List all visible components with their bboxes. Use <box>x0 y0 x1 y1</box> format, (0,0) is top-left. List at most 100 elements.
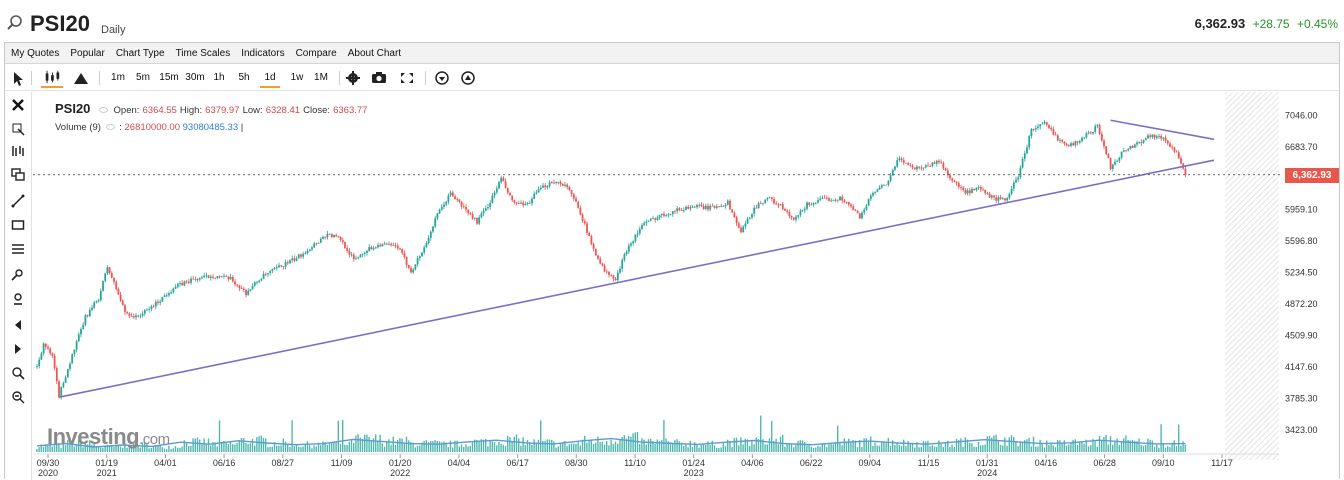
interval-5m[interactable]: 5m <box>136 72 150 83</box>
price-chart[interactable]: 7046.00 6683.70 5959.10 5596.80 5234.50 4872.… <box>33 92 1339 479</box>
volume-bar <box>731 446 733 452</box>
candle-body <box>504 181 507 188</box>
settings-gear-icon[interactable] <box>345 68 361 88</box>
brush-tool-icon[interactable] <box>11 292 25 306</box>
arrow-left-tool-icon[interactable] <box>11 318 25 332</box>
volume-bar <box>839 442 841 452</box>
fullscreen-icon[interactable] <box>399 68 415 88</box>
rectangle-tool-icon[interactable] <box>11 218 25 232</box>
candle-body <box>883 184 885 186</box>
candle-body <box>834 199 837 201</box>
candle-body <box>399 248 401 250</box>
menu-my-quotes[interactable]: My Quotes <box>11 47 60 59</box>
candle-body <box>465 207 467 210</box>
candle-body <box>803 208 806 211</box>
candle-body <box>352 254 355 260</box>
volume-bar <box>643 439 645 452</box>
candle-body <box>515 202 518 204</box>
volume-bar <box>894 445 896 452</box>
candle-body <box>561 184 564 186</box>
menu-popular[interactable]: Popular <box>70 47 105 59</box>
candle-body <box>1061 140 1064 142</box>
download-cloud-icon[interactable] <box>433 68 451 88</box>
candle-body <box>1006 198 1009 201</box>
volume-bar <box>324 442 326 452</box>
candle-body <box>454 196 456 200</box>
area-type-icon[interactable] <box>71 68 91 88</box>
candle-body <box>715 206 718 208</box>
volume-bar <box>210 445 212 452</box>
volume-bar <box>966 439 969 452</box>
arrow-right-tool-icon[interactable] <box>11 342 25 356</box>
volume-bar <box>810 446 812 452</box>
volume-bar <box>496 445 498 452</box>
volume-bar <box>652 441 654 452</box>
menu-about-chart[interactable]: About Chart <box>347 47 402 59</box>
candle-body <box>1138 142 1141 143</box>
menu-chart-type[interactable]: Chart Type <box>115 47 165 59</box>
volume-bar <box>535 442 537 452</box>
interval-1w[interactable]: 1w <box>290 72 304 83</box>
volume-bar <box>95 446 97 452</box>
candle-body <box>894 166 896 170</box>
volume-bar <box>1103 437 1105 452</box>
volume-bar <box>56 444 58 452</box>
candle-body <box>973 188 976 191</box>
visibility-eye-icon[interactable] <box>99 107 109 114</box>
candle-body <box>82 324 85 330</box>
volume-bar <box>623 435 625 452</box>
volume-bar <box>172 448 174 452</box>
menu-indicators[interactable]: Indicators <box>241 47 285 59</box>
volume-bar <box>168 445 170 452</box>
crosshair-tool-icon[interactable] <box>11 122 25 136</box>
trendline-tool-icon[interactable] <box>11 194 25 208</box>
volume-bar <box>397 440 399 452</box>
volume-bar <box>889 445 892 452</box>
zoom-in-tool-icon[interactable] <box>11 366 25 380</box>
volume-bar <box>1107 444 1109 452</box>
candle-body <box>218 276 221 278</box>
y-tick-label: 7046.00 <box>1285 110 1318 120</box>
volume-eye-icon[interactable] <box>105 124 115 131</box>
candle-body <box>297 254 300 259</box>
interval-30m[interactable]: 30m <box>185 72 205 83</box>
cursor-icon[interactable] <box>11 68 25 88</box>
volume-bar <box>60 448 62 452</box>
fibonacci-tool-icon[interactable] <box>11 242 25 256</box>
candle-body <box>553 182 555 184</box>
candle-body <box>348 250 351 255</box>
candle-body <box>786 210 789 213</box>
upload-cloud-icon[interactable] <box>459 68 477 88</box>
close-label: Close: <box>303 105 331 116</box>
volume-bar <box>240 437 243 452</box>
candle-body <box>53 355 56 369</box>
x-tick-label: 06/28 <box>1093 458 1116 468</box>
interval-1d[interactable]: 1d <box>260 68 280 88</box>
volume-bar <box>40 444 42 452</box>
candle-body <box>913 167 916 170</box>
candlestick-type-icon[interactable] <box>41 68 63 88</box>
interval-5h[interactable]: 5h <box>238 72 250 83</box>
interval-1h[interactable]: 1h <box>213 72 225 83</box>
y-tick-label: 5596.80 <box>1285 236 1318 246</box>
zoom-out-tool-icon[interactable] <box>11 390 25 404</box>
close-icon[interactable] <box>11 98 25 112</box>
copy-tool-icon[interactable] <box>11 168 25 182</box>
volume-bar <box>148 448 150 452</box>
interval-1m[interactable]: 1m <box>111 72 125 83</box>
volume-bar <box>128 447 130 452</box>
magnet-tool-icon[interactable] <box>11 144 25 158</box>
candle-body <box>284 262 287 267</box>
text-tool-icon[interactable] <box>11 268 25 282</box>
candle-body <box>185 281 188 283</box>
interval-15m[interactable]: 15m <box>159 72 179 83</box>
menu-time-scales[interactable]: Time Scales <box>175 47 231 59</box>
menu-compare[interactable]: Compare <box>295 47 337 59</box>
candle-body <box>179 283 181 285</box>
interval-1M[interactable]: 1M <box>314 72 328 83</box>
candle-body <box>933 162 936 164</box>
search-icon[interactable] <box>6 14 24 32</box>
camera-icon[interactable] <box>371 68 387 88</box>
volume-bar <box>150 447 152 452</box>
candle-body <box>546 185 549 188</box>
